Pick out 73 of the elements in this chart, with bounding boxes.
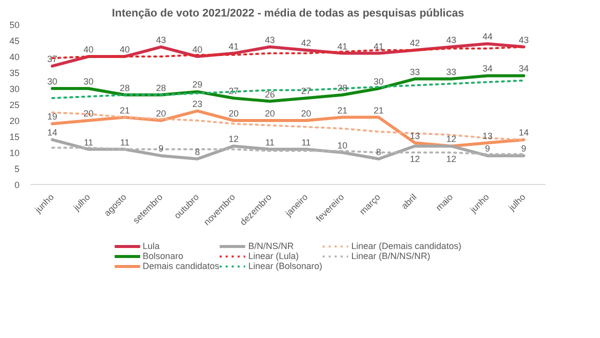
data-label: 21 <box>120 105 130 116</box>
y-tick-label: 0 <box>14 180 20 190</box>
data-label: 11 <box>301 137 311 148</box>
data-label: 23 <box>192 98 202 109</box>
data-label: 20 <box>84 108 94 118</box>
y-tick-label: 45 <box>9 36 20 46</box>
data-label: 11 <box>265 137 275 148</box>
legend-label: Demais candidatos <box>142 261 220 271</box>
data-label: 12 <box>410 154 420 164</box>
data-label: 43 <box>446 34 456 45</box>
data-label: 20 <box>228 108 239 118</box>
data-label: 20 <box>264 108 275 118</box>
data-label: 14 <box>47 128 58 138</box>
data-label: 27 <box>228 86 239 96</box>
y-tick-label: 50 <box>9 20 20 30</box>
data-label: 44 <box>482 32 492 42</box>
data-label: 40 <box>120 44 130 54</box>
y-tick-label: 35 <box>9 68 20 78</box>
data-label: 33 <box>446 66 456 77</box>
data-label: 42 <box>301 38 312 48</box>
data-label: 43 <box>264 34 275 45</box>
data-label: 10 <box>337 140 348 150</box>
data-label: 11 <box>84 137 94 148</box>
y-tick-label: 25 <box>9 100 20 110</box>
data-label: 33 <box>410 66 420 77</box>
data-label: 41 <box>374 41 384 52</box>
data-label: 40 <box>192 44 202 54</box>
data-label: 12 <box>446 154 456 164</box>
data-label: 8 <box>376 146 382 157</box>
data-label: 12 <box>446 134 456 144</box>
data-label: 12 <box>228 134 239 144</box>
y-tick-label: 5 <box>14 164 20 174</box>
data-label: 41 <box>337 41 348 52</box>
legend-label: B/N/NS/NR <box>248 241 294 251</box>
legend-label: Linear (Demais candidatos) <box>351 241 462 251</box>
data-label: 26 <box>264 89 275 100</box>
data-label: 11 <box>120 137 130 148</box>
legend-label: Linear (B/N/NS/NR) <box>351 251 430 261</box>
data-label: 13 <box>410 130 420 141</box>
data-label: 30 <box>47 76 58 86</box>
data-label: 9 <box>521 144 526 154</box>
data-label: 30 <box>374 76 384 86</box>
legend-label: Linear (Lula) <box>248 251 299 261</box>
data-label: 40 <box>84 44 94 54</box>
data-label: 30 <box>84 76 94 86</box>
legend-label: Linear (Bolsonaro) <box>248 261 322 271</box>
legend-label: Bolsonaro <box>142 251 184 261</box>
data-label: 37 <box>47 54 58 64</box>
chart-title: Intenção de voto 2021/2022 - média de todas as pesquisas públicas <box>112 8 464 20</box>
data-label: 42 <box>410 38 420 48</box>
data-label: 43 <box>156 34 166 45</box>
y-tick-label: 15 <box>9 132 20 142</box>
data-label: 8 <box>194 146 200 157</box>
y-tick-label: 30 <box>9 84 20 94</box>
y-tick-label: 10 <box>9 148 20 158</box>
data-label: 28 <box>156 82 166 93</box>
data-label: 9 <box>158 144 164 154</box>
legend-label: Lula <box>142 241 161 251</box>
data-label: 28 <box>120 82 130 93</box>
data-label: 20 <box>156 108 166 118</box>
data-label: 43 <box>518 34 529 45</box>
data-label: 19 <box>47 112 58 122</box>
data-label: 9 <box>484 144 490 154</box>
data-label: 34 <box>482 64 492 74</box>
data-label: 34 <box>518 64 529 74</box>
y-tick-label: 40 <box>9 52 20 62</box>
y-tick-label: 20 <box>9 116 20 126</box>
data-label: 21 <box>337 105 348 116</box>
data-label: 14 <box>518 128 529 138</box>
data-label: 20 <box>301 108 312 118</box>
data-label: 21 <box>374 105 384 116</box>
data-label: 29 <box>192 80 202 90</box>
data-label: 41 <box>228 41 239 52</box>
